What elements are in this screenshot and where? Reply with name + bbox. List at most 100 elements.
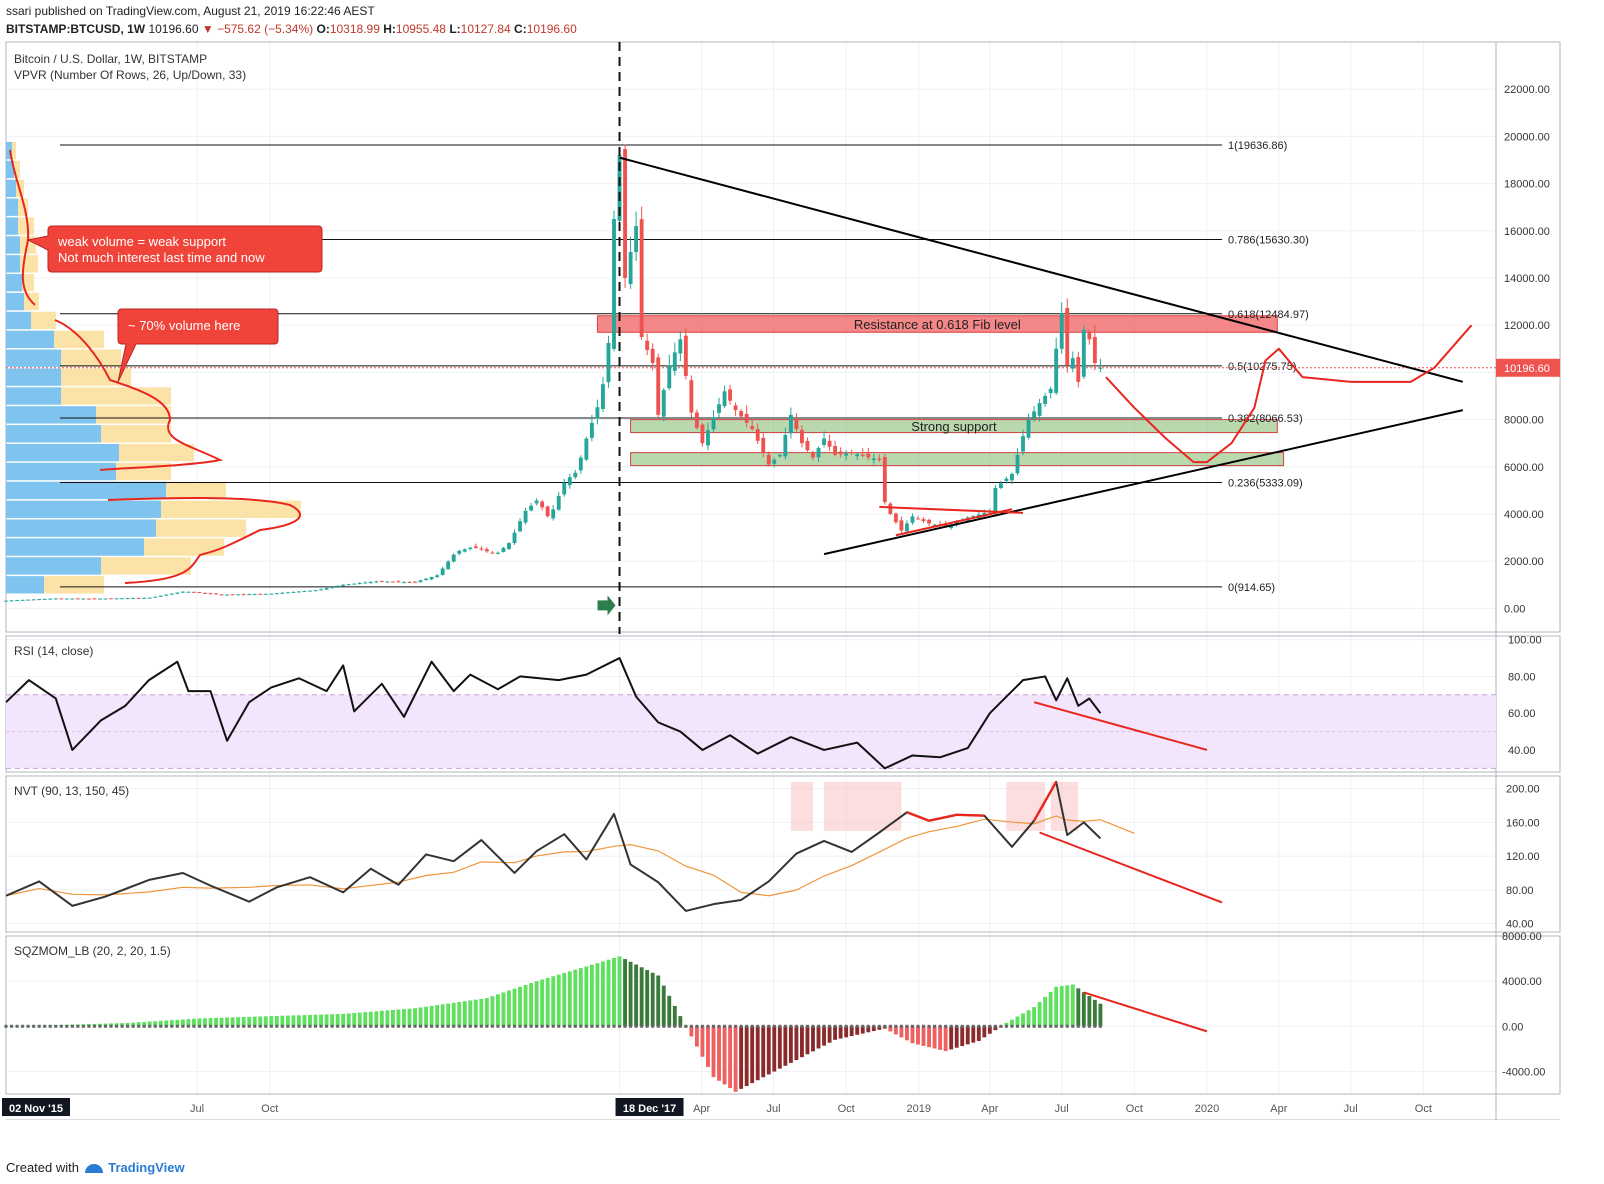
squeeze-dot: [850, 1024, 854, 1028]
momentum-bar: [667, 995, 672, 1027]
squeeze-dot: [888, 1024, 892, 1028]
trading-chart[interactable]: 0.002000.004000.006000.008000.0010000.00…: [0, 40, 1604, 1120]
squeeze-dot: [955, 1024, 959, 1028]
open-value: 10318.99: [329, 22, 380, 36]
momentum-bar: [838, 1026, 843, 1039]
candle-body: [457, 550, 462, 554]
squeeze-dot: [435, 1024, 439, 1028]
squeeze-dot: [1065, 1024, 1069, 1028]
candle-body: [943, 524, 948, 527]
momentum-bar: [965, 1026, 970, 1045]
squeeze-dot: [26, 1024, 30, 1028]
low-value: 10127.84: [460, 22, 511, 36]
momentum-bar: [153, 1021, 158, 1027]
momentum-bar: [1032, 1007, 1037, 1027]
momentum-bar: [501, 992, 506, 1027]
trendline: [619, 156, 1464, 383]
squeeze-dot: [772, 1024, 776, 1028]
candle-body: [191, 591, 196, 593]
squeeze-dot: [662, 1024, 666, 1028]
momentum-bar: [595, 963, 600, 1027]
momentum-bar: [905, 1026, 909, 1041]
squeeze-dot: [944, 1024, 948, 1028]
momentum-bar: [750, 1026, 755, 1084]
candle-body: [15, 600, 19, 602]
momentum-bar: [805, 1026, 810, 1055]
candle-body: [219, 594, 224, 596]
time-tick-label: Jul: [190, 1103, 204, 1115]
callout-text: weak volume = weak support: [57, 234, 226, 249]
squeeze-dot: [822, 1024, 826, 1028]
sqz-trendline: [1083, 991, 1208, 1033]
volume-profile-down: [54, 330, 104, 349]
candle-body: [700, 424, 705, 444]
momentum-bar: [363, 1012, 368, 1027]
candle-body: [694, 412, 699, 428]
volume-profile-up: [6, 557, 101, 575]
high-value: 10955.48: [395, 22, 446, 36]
squeeze-dot: [977, 1024, 981, 1028]
squeeze-dot: [1032, 1024, 1036, 1028]
momentum-bar: [540, 979, 545, 1027]
candle-body: [291, 591, 296, 593]
momentum-bar: [794, 1026, 799, 1061]
footer: Created with TradingView: [6, 1160, 185, 1175]
squeeze-dot: [999, 1024, 1003, 1028]
candle-body: [1087, 332, 1092, 340]
squeeze-dot: [717, 1024, 721, 1028]
squeeze-dot: [778, 1024, 782, 1028]
squeeze-dot: [319, 1024, 323, 1028]
momentum-bar: [374, 1011, 379, 1027]
candle-body: [142, 597, 147, 599]
candle-body: [1081, 329, 1086, 377]
squeeze-dot: [336, 1024, 340, 1028]
volume-outline: [107, 496, 302, 584]
candle-body: [523, 510, 528, 523]
momentum-bar: [114, 1023, 119, 1027]
momentum-bar: [473, 999, 478, 1027]
squeeze-dot: [242, 1024, 246, 1028]
candle-body: [645, 340, 650, 350]
nvt-trendline: [1039, 831, 1223, 904]
momentum-bar: [274, 1015, 279, 1027]
squeeze-dot: [330, 1024, 334, 1028]
squeeze-dot: [496, 1024, 500, 1028]
momentum-bar: [208, 1018, 213, 1027]
momentum-bar: [578, 968, 583, 1027]
squeeze-dot: [623, 1024, 627, 1028]
squeeze-dot: [98, 1024, 102, 1028]
squeeze-dot: [855, 1024, 859, 1028]
squeeze-dot: [1015, 1024, 1019, 1028]
arrow-marker-icon: [597, 595, 616, 616]
candle-body: [297, 591, 301, 593]
squeeze-dot: [220, 1024, 224, 1028]
squeeze-dot: [170, 1024, 174, 1028]
last-price-badge: [1496, 358, 1560, 377]
candle-body: [822, 438, 826, 446]
squeeze-dot: [87, 1024, 91, 1028]
squeeze-dot: [314, 1024, 318, 1028]
momentum-bar: [971, 1026, 976, 1043]
momentum-bar: [982, 1026, 987, 1038]
squeeze-dot: [48, 1024, 52, 1028]
last-price: 10196.60: [148, 22, 199, 36]
squeeze-dot: [966, 1024, 970, 1028]
volume-profile-up: [6, 292, 24, 311]
candle-body: [81, 598, 86, 600]
time-tick-label: 2020: [1195, 1103, 1219, 1115]
candle-body: [446, 561, 451, 570]
squeeze-dot: [579, 1024, 583, 1028]
momentum-bar: [700, 1026, 705, 1057]
squeeze-dot: [1043, 1024, 1047, 1028]
squeeze-dot: [783, 1024, 787, 1028]
candle-body: [805, 440, 810, 451]
candle-body: [927, 519, 931, 524]
squeeze-dot: [739, 1024, 743, 1028]
momentum-bar: [612, 958, 616, 1027]
volume-profile-down: [18, 198, 28, 216]
candle-body: [285, 592, 290, 594]
squeeze-dot: [656, 1024, 660, 1028]
price-tick-label: 18000.00: [1504, 179, 1550, 191]
momentum-bar: [1098, 1003, 1103, 1027]
time-tick-label: Oct: [1126, 1103, 1143, 1115]
